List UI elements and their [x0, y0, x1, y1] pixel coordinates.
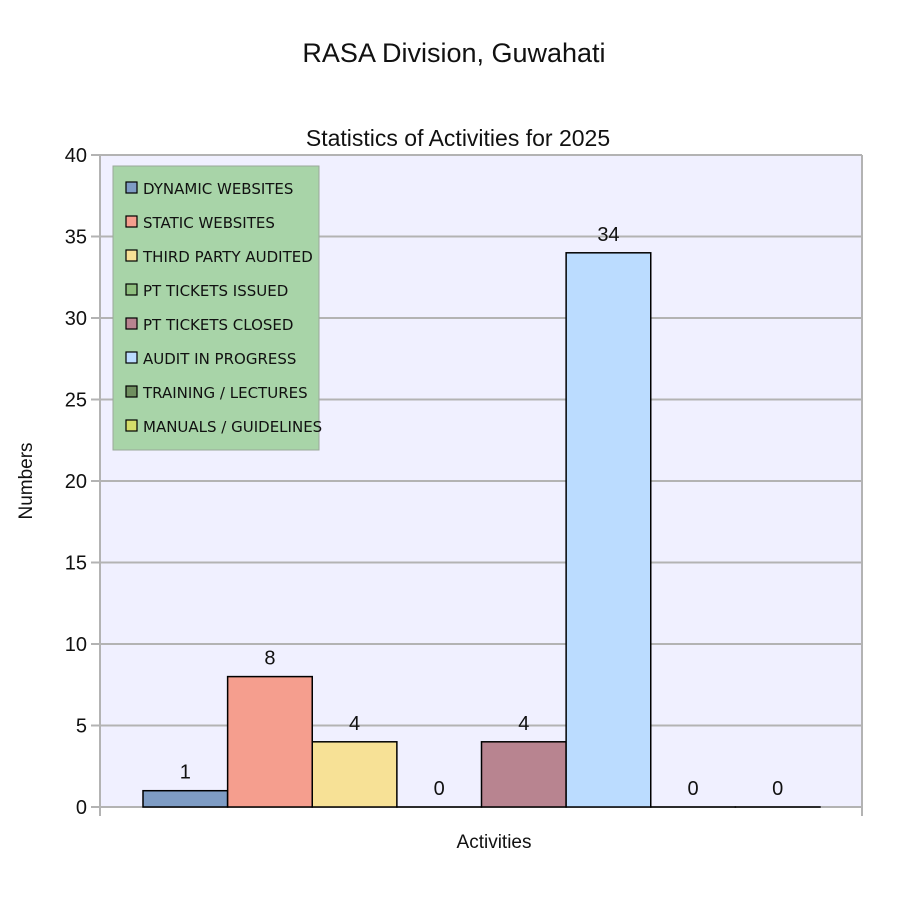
bar: [311, 741, 398, 808]
legend-label: TRAINING / LECTURES: [142, 384, 308, 402]
x-axis-title: Activities: [457, 832, 532, 853]
bar: [142, 789, 229, 808]
data-label: 4: [518, 713, 529, 735]
legend-swatch: [125, 181, 138, 194]
legend-label: STATIC WEBSITES: [143, 214, 275, 232]
legend-label: THIRD PARTY AUDITED: [142, 248, 313, 266]
y-axis-title: Numbers: [16, 442, 37, 519]
bars: [142, 252, 821, 808]
legend-swatch: [125, 385, 138, 398]
data-label: 0: [434, 778, 445, 800]
legend-label: DYNAMIC WEBSITES: [143, 180, 293, 198]
legend: DYNAMIC WEBSITES STATIC WEBSITES THIRD PAR…: [112, 165, 322, 451]
legend-label: PT TICKETS CLOSED: [143, 316, 293, 334]
data-label: 1: [180, 762, 191, 784]
data-labels: 1 8 4 0 4 34 0 0: [180, 224, 784, 800]
bar: [480, 741, 567, 808]
legend-label: PT TICKETS ISSUED: [143, 282, 288, 300]
data-label: 34: [597, 224, 619, 246]
legend-swatch: [125, 283, 138, 296]
legend-swatch: [125, 351, 138, 364]
legend-swatch: [125, 317, 138, 330]
y-tick-label: 40: [65, 145, 87, 167]
y-tick-label: 30: [65, 308, 87, 330]
legend-swatch: [125, 419, 138, 432]
chart-title: Statistics of Activities for 2025: [306, 125, 610, 151]
legend-swatch: [125, 249, 138, 262]
page-title: RASA Division, Guwahati: [302, 38, 605, 68]
bar: [226, 675, 313, 808]
legend-box: [112, 165, 320, 451]
y-tick-label: 15: [65, 553, 87, 575]
data-label: 4: [349, 713, 360, 735]
data-label: 0: [772, 778, 783, 800]
data-label: 8: [264, 648, 275, 670]
legend-label: AUDIT IN PROGRESS: [143, 350, 296, 368]
y-tick-label: 10: [65, 634, 87, 656]
y-tick-label: 20: [65, 471, 87, 493]
y-tick-label: 25: [65, 390, 87, 412]
legend-swatch: [125, 215, 138, 228]
y-tick-label: 5: [76, 716, 87, 738]
bar: [565, 252, 652, 808]
y-tick-label: 35: [65, 227, 87, 249]
data-label: 0: [688, 778, 699, 800]
y-tick-label: 0: [76, 797, 87, 819]
legend-label: MANUALS / GUIDELINES: [143, 418, 322, 436]
